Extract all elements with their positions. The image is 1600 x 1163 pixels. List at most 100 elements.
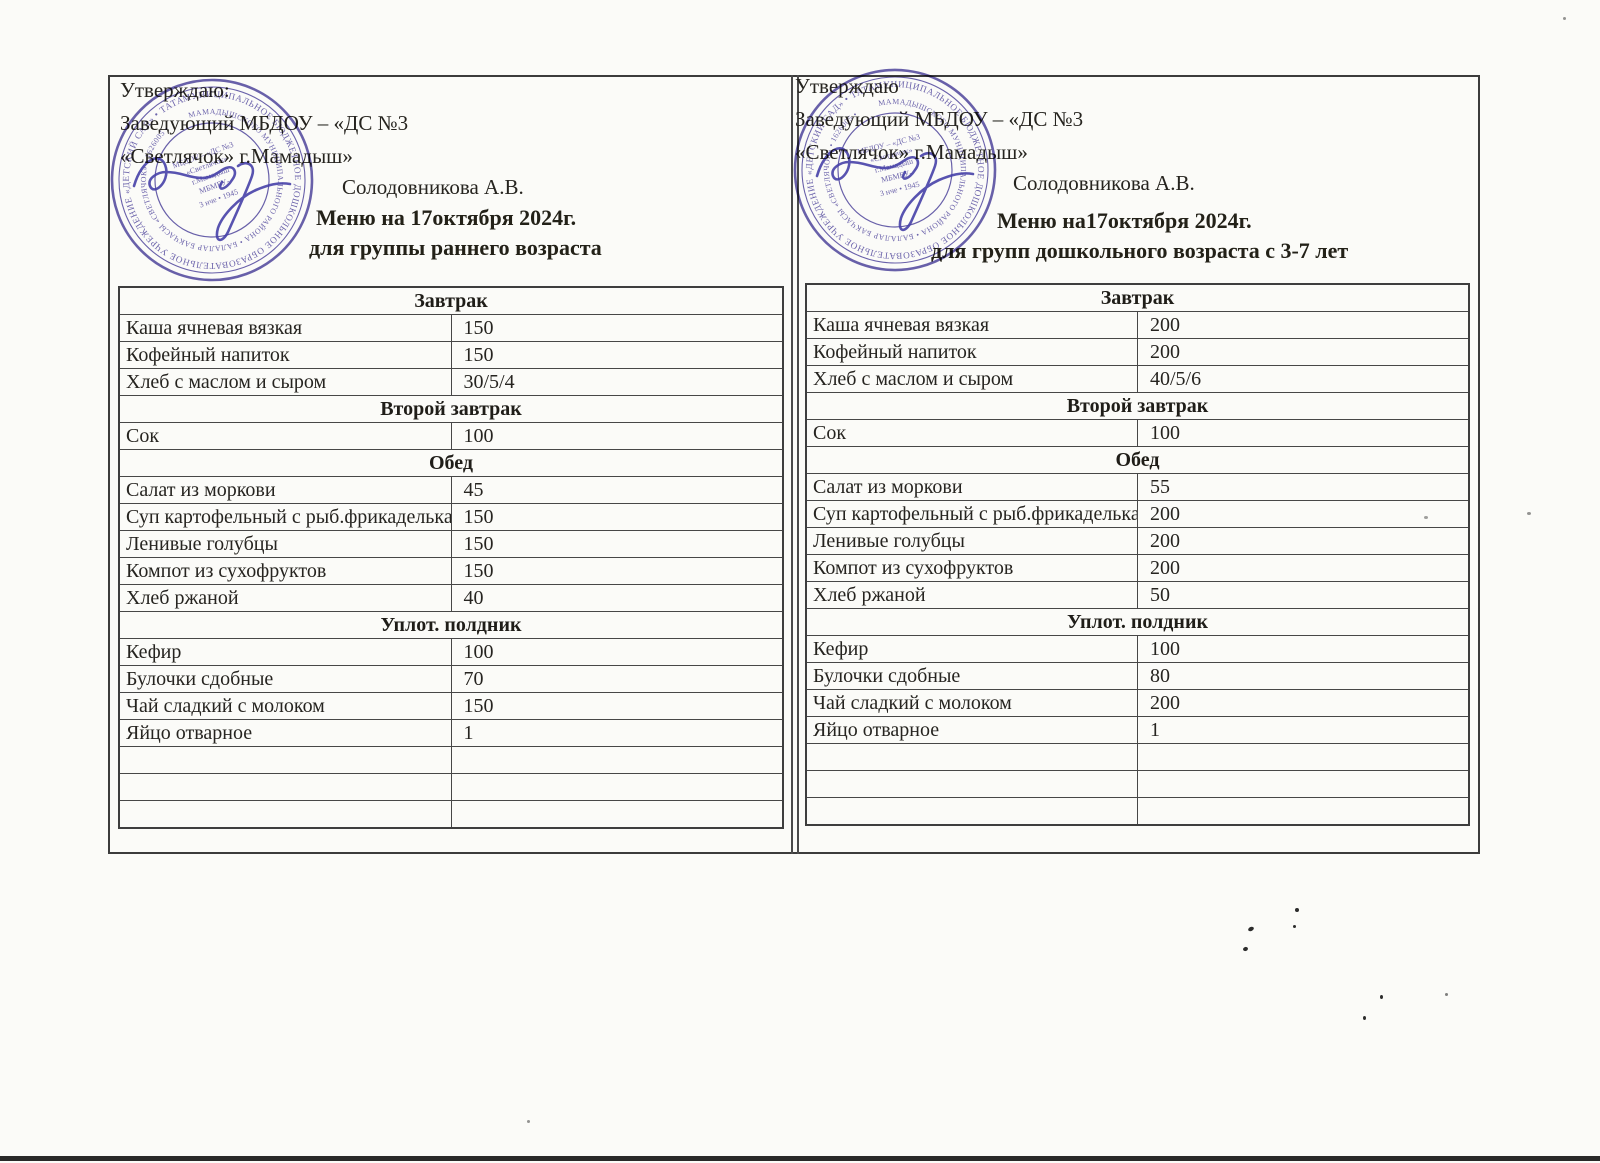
scan-speck	[1295, 908, 1299, 912]
dish-name-cell: Хлеб ржаной	[805, 581, 1138, 609]
scan-speck	[1563, 17, 1566, 20]
meal-section-header: Второй завтрак	[805, 392, 1470, 420]
scan-speck	[1380, 995, 1383, 999]
menu-subtitle: для групп дошкольного возраста с 3-7 лет	[931, 238, 1349, 263]
meal-section-header: Обед	[118, 449, 784, 477]
dish-name-cell: Ленивые голубцы	[805, 527, 1138, 555]
menu-section-row: Завтрак	[805, 283, 1470, 312]
portion-size-cell	[1137, 797, 1470, 826]
dish-name-cell: Кефир	[805, 635, 1138, 663]
menu-item-row	[118, 800, 784, 829]
menu-item-row: Ленивые голубцы 150	[118, 530, 784, 558]
dish-name-cell: Салат из моркови	[805, 473, 1138, 501]
portion-size-cell: 200	[1137, 338, 1470, 366]
menu-subtitle: для группы раннего возраста	[309, 235, 602, 260]
scanner-edge-strip	[0, 1156, 1600, 1161]
dish-name-cell: Каша ячневая вязкая	[805, 311, 1138, 339]
portion-size-cell	[450, 773, 784, 801]
handwritten-signature	[132, 157, 292, 242]
menu-section-row: Обед	[118, 449, 784, 477]
official-round-stamp-icon: МУНИЦИПАЛЬНОЕ БЮДЖЕТНОЕ ДОШКОЛЬНОЕ ОБРАЗ…	[785, 60, 1006, 281]
portion-size-cell	[1137, 743, 1470, 771]
menu-item-row: Кофейный напиток 150	[118, 341, 784, 369]
dish-name-cell: Яйцо отварное	[805, 716, 1138, 744]
menu-item-row: Кефир 100	[805, 635, 1470, 663]
portion-size-cell: 30/5/4	[450, 368, 784, 396]
dish-name-cell: Салат из моркови	[118, 476, 452, 504]
page-divider-line	[791, 75, 793, 854]
portion-size-cell: 150	[450, 692, 784, 720]
portion-size-cell: 100	[1137, 419, 1470, 447]
menu-item-row: Салат из моркови 45	[118, 476, 784, 504]
menu-item-row: Суп картофельный с рыб.фрикадельками 200	[805, 500, 1470, 528]
portion-size-cell: 40/5/6	[1137, 365, 1470, 393]
dish-name-cell: Хлеб ржаной	[118, 584, 452, 612]
portion-size-cell: 150	[450, 503, 784, 531]
menu-table-early-age: Завтрак Каша ячневая вязкая 150 Кофейный на…	[118, 286, 784, 829]
menu-item-row: Каша ячневая вязкая 200	[805, 311, 1470, 339]
menu-item-row: Каша ячневая вязкая 150	[118, 314, 784, 342]
portion-size-cell: 200	[1137, 527, 1470, 555]
dish-name-cell: Булочки сдобные	[118, 665, 452, 693]
meal-section-header: Завтрак	[805, 283, 1470, 312]
dish-name-cell: Сок	[118, 422, 452, 450]
dish-name-cell: Компот из сухофруктов	[805, 554, 1138, 582]
dish-name-cell: Чай сладкий с молоком	[805, 689, 1138, 717]
dish-name-cell	[805, 743, 1138, 771]
menu-item-row: Хлеб ржаной 40	[118, 584, 784, 612]
dish-name-cell: Хлеб с маслом и сыром	[805, 365, 1138, 393]
scan-speck	[1247, 925, 1255, 933]
menu-section-row: Второй завтрак	[805, 392, 1470, 420]
dish-name-cell: Кофейный напиток	[118, 341, 452, 369]
portion-size-cell: 45	[450, 476, 784, 504]
portion-size-cell	[450, 800, 784, 829]
meal-section-header: Обед	[805, 446, 1470, 474]
menu-item-row: Сок 100	[118, 422, 784, 450]
portion-size-cell: 100	[450, 422, 784, 450]
menu-item-row: Яйцо отварное 1	[118, 719, 784, 747]
meal-section-header: Второй завтрак	[118, 395, 784, 423]
portion-size-cell: 1	[450, 719, 784, 747]
menu-section-row: Обед	[805, 446, 1470, 474]
menu-table-preschool: Завтрак Каша ячневая вязкая 200 Кофейный на…	[805, 283, 1470, 826]
portion-size-cell: 200	[1137, 500, 1470, 528]
page-divider-line	[797, 75, 799, 854]
dish-name-cell: Кефир	[118, 638, 452, 666]
dish-name-cell	[805, 770, 1138, 798]
menu-item-row: Сок 100	[805, 419, 1470, 447]
menu-item-row: Чай сладкий с молоком 200	[805, 689, 1470, 717]
stamp-ring-text: МУНИЦИПАЛЬНОЕ БЮДЖЕТНОЕ ДОШКОЛЬНОЕ ОБРАЗ…	[97, 65, 327, 295]
dish-name-cell: Яйцо отварное	[118, 719, 452, 747]
menu-item-row	[805, 770, 1470, 798]
menu-item-row: Хлеб с маслом и сыром 40/5/6	[805, 365, 1470, 393]
menu-item-row: Компот из сухофруктов 200	[805, 554, 1470, 582]
dish-name-cell	[118, 746, 452, 774]
approval-line: Утверждаю:	[120, 78, 230, 102]
portion-size-cell: 80	[1137, 662, 1470, 690]
menu-item-row: Салат из моркови 55	[805, 473, 1470, 501]
menu-section-row: Второй завтрак	[118, 395, 784, 423]
menu-item-row: Булочки сдобные 80	[805, 662, 1470, 690]
menu-item-row: Суп картофельный с рыб.фрикадельками 150	[118, 503, 784, 531]
menu-item-row	[805, 743, 1470, 771]
menu-item-row: Кофейный напиток 200	[805, 338, 1470, 366]
portion-size-cell: 40	[450, 584, 784, 612]
menu-section-row: Уплот. полдник	[118, 611, 784, 639]
dish-name-cell: Суп картофельный с рыб.фрикадельками	[805, 500, 1138, 528]
dish-name-cell: Сок	[805, 419, 1138, 447]
dish-name-cell	[118, 773, 452, 801]
portion-size-cell: 1	[1137, 716, 1470, 744]
dish-name-cell: Компот из сухофруктов	[118, 557, 452, 585]
approval-block-preschool: Утверждаю Заведующий МБДОУ – «ДС №3 «Све…	[795, 74, 1485, 284]
handwritten-signature	[815, 147, 975, 232]
portion-size-cell: 200	[1137, 554, 1470, 582]
portion-size-cell: 150	[450, 341, 784, 369]
portion-size-cell: 55	[1137, 473, 1470, 501]
dish-name-cell: Хлеб с маслом и сыром	[118, 368, 452, 396]
meal-section-header: Уплот. полдник	[118, 611, 784, 639]
menu-item-row	[118, 773, 784, 801]
scan-speck	[1424, 516, 1428, 519]
portion-size-cell: 150	[450, 557, 784, 585]
dish-name-cell: Булочки сдобные	[805, 662, 1138, 690]
menu-item-row: Компот из сухофруктов 150	[118, 557, 784, 585]
